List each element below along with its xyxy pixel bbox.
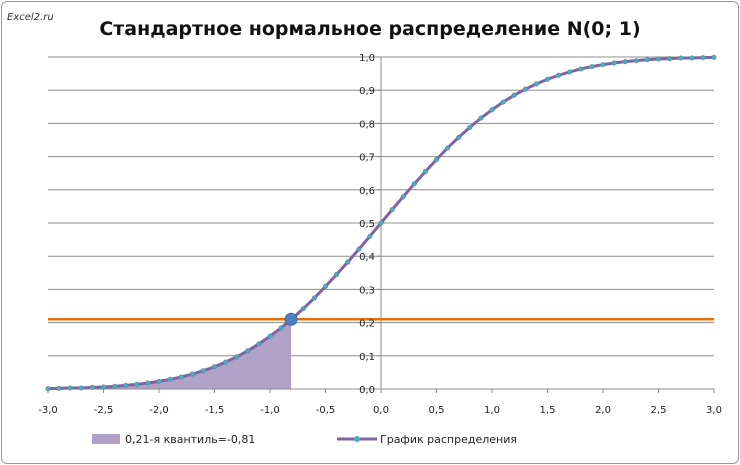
y-tick-label-7: 0,7 xyxy=(359,153,375,164)
data-point-48 xyxy=(578,66,584,72)
data-point-4 xyxy=(89,384,95,390)
data-point-3 xyxy=(78,385,84,391)
x-tick-label-0: -3,0 xyxy=(38,405,58,416)
data-point-51 xyxy=(611,60,617,66)
data-point-23 xyxy=(300,306,306,312)
y-tick-label-0: 0,0 xyxy=(359,385,375,396)
y-tick-label-2: 0,2 xyxy=(359,319,375,330)
y-tick-label-1: 0,1 xyxy=(359,352,375,363)
data-point-38 xyxy=(467,124,473,130)
data-point-45 xyxy=(544,76,551,82)
data-point-6 xyxy=(112,383,118,389)
data-point-13 xyxy=(189,371,195,377)
x-tick-label-5: -0,5 xyxy=(316,405,336,416)
data-point-31 xyxy=(389,207,395,213)
x-tick-label-1: -2,5 xyxy=(94,405,114,416)
data-point-18 xyxy=(245,348,251,354)
chart-title: Стандартное нормальное распределение N(0… xyxy=(99,18,641,40)
x-tick-label-7: 0,5 xyxy=(429,405,445,416)
data-point-59 xyxy=(700,55,706,61)
legend: 0,21-я квантиль=-0,81 График распределен… xyxy=(92,433,517,446)
y-tick-label-4: 0,4 xyxy=(359,252,375,263)
data-point-7 xyxy=(123,382,129,388)
data-point-30 xyxy=(378,220,384,226)
data-point-20 xyxy=(267,333,273,339)
data-point-27 xyxy=(345,259,351,265)
y-tick-label-6: 0,6 xyxy=(359,186,375,197)
x-tick-label-2: -2,0 xyxy=(149,405,169,416)
data-point-58 xyxy=(689,55,695,61)
data-point-26 xyxy=(334,271,340,278)
y-tick-label-9: 0,9 xyxy=(359,86,375,97)
data-point-60 xyxy=(711,54,717,60)
data-point-43 xyxy=(522,86,528,92)
data-point-2 xyxy=(67,385,73,391)
data-point-9 xyxy=(145,380,151,386)
x-tick-label-9: 1,5 xyxy=(540,405,556,416)
y-tick-label-3: 0,3 xyxy=(359,285,375,296)
data-point-42 xyxy=(511,92,517,98)
data-point-54 xyxy=(644,57,650,63)
watermark: Excel2.ru xyxy=(7,12,54,23)
legend-label-area: 0,21-я квантиль=-0,81 xyxy=(125,433,255,446)
data-point-12 xyxy=(178,374,184,380)
data-point-37 xyxy=(456,134,462,140)
x-tick-label-6: 0,0 xyxy=(373,405,389,416)
legend-label-line: График распределения xyxy=(380,433,517,446)
data-point-17 xyxy=(234,354,240,360)
x-tick-label-3: -1,5 xyxy=(205,405,225,416)
distribution-series xyxy=(45,54,717,392)
tick-labels: -3,0 -2,5 -2,0 -1,5 -1,0 -0,5 0,0 0,5 1,0 1,5 2,0 2… xyxy=(38,53,722,416)
data-point-29 xyxy=(367,233,373,239)
data-point-56 xyxy=(667,56,673,62)
data-point-49 xyxy=(589,64,595,70)
data-point-8 xyxy=(134,381,140,387)
data-point-19 xyxy=(256,341,262,347)
y-tick-label-10: 1,0 xyxy=(359,53,375,64)
data-point-11 xyxy=(167,376,173,382)
data-point-36 xyxy=(445,145,451,151)
data-point-34 xyxy=(422,168,428,175)
data-point-0 xyxy=(45,386,51,392)
data-point-41 xyxy=(500,99,506,105)
data-point-1 xyxy=(56,385,62,391)
data-point-52 xyxy=(622,59,628,65)
highlight-point-group xyxy=(284,312,298,326)
data-point-55 xyxy=(655,56,662,62)
legend-swatch-area xyxy=(92,434,120,444)
data-point-57 xyxy=(678,55,684,61)
data-point-28 xyxy=(356,246,362,252)
data-point-10 xyxy=(156,378,162,384)
legend-swatch-marker xyxy=(354,436,360,442)
data-point-35 xyxy=(433,157,440,163)
data-point-24 xyxy=(311,295,317,301)
highlight-point xyxy=(284,312,298,326)
data-point-15 xyxy=(211,364,218,370)
x-tick-label-11: 2,5 xyxy=(651,405,667,416)
x-tick-label-4: -1,0 xyxy=(260,405,280,416)
x-tick-label-12: 3,0 xyxy=(706,405,722,416)
data-point-46 xyxy=(556,72,562,78)
data-point-14 xyxy=(200,368,206,374)
data-point-40 xyxy=(489,107,495,113)
y-tick-label-5: 0,5 xyxy=(359,219,375,230)
data-point-25 xyxy=(322,283,329,289)
data-point-16 xyxy=(223,359,229,365)
data-point-50 xyxy=(600,62,606,68)
data-point-39 xyxy=(478,115,484,121)
data-point-33 xyxy=(411,181,417,187)
y-tick-label-8: 0,8 xyxy=(359,119,375,130)
data-point-5 xyxy=(100,384,107,390)
data-point-47 xyxy=(567,69,573,75)
x-tick-label-8: 1,0 xyxy=(484,405,500,416)
data-point-21 xyxy=(278,325,284,331)
data-point-44 xyxy=(533,81,539,87)
data-point-53 xyxy=(633,58,639,64)
quantile-area-fill xyxy=(48,319,292,389)
quantile-area xyxy=(48,319,292,389)
x-tick-label-10: 2,0 xyxy=(595,405,611,416)
data-point-32 xyxy=(400,194,406,200)
